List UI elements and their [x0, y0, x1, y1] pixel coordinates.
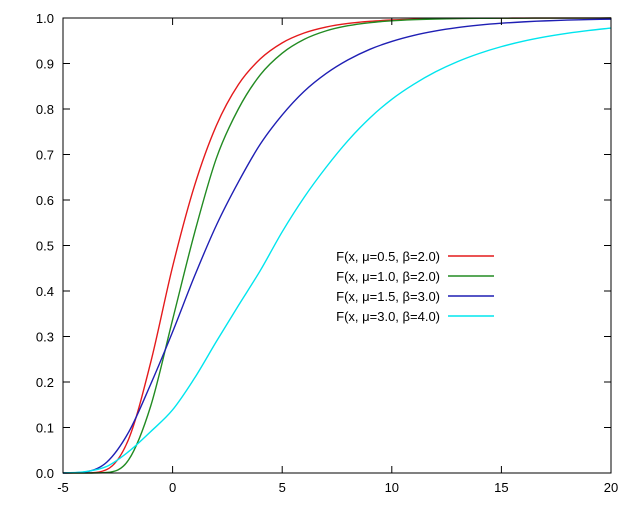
y-tick-label: 0.8 [36, 102, 54, 117]
y-tick-label: 0.6 [36, 193, 54, 208]
y-tick-label: 0.3 [36, 330, 54, 345]
y-tick-label: 0.4 [36, 284, 54, 299]
y-tick-label: 0.1 [36, 421, 54, 436]
legend-label: F(x, μ=1.0, β=2.0) [336, 269, 440, 284]
x-tick-label: 10 [385, 480, 399, 495]
series-line-4 [62, 27, 612, 474]
x-tick-label: 15 [494, 480, 508, 495]
y-tick-label: 0.2 [36, 375, 54, 390]
x-tick-label: 5 [279, 480, 286, 495]
y-tick-label: 0.0 [36, 466, 54, 481]
legend-label: F(x, μ=3.0, β=4.0) [336, 309, 440, 324]
y-tick-label: 0.5 [36, 239, 54, 254]
legend-label: F(x, μ=1.5, β=3.0) [336, 289, 440, 304]
x-tick-label: 0 [169, 480, 176, 495]
x-tick-label: -5 [57, 480, 69, 495]
y-tick-label: 1.0 [36, 11, 54, 26]
axis-ticks [62, 17, 612, 474]
series-line-3 [62, 18, 612, 474]
legend-label: F(x, μ=0.5, β=2.0) [336, 249, 440, 264]
axis-tick-labels: -5 0 5 10 15 20 0.0 0.1 0.2 0.3 0.4 0.5 0.6 0.7 0.8 0.9… [36, 11, 618, 495]
y-tick-label: 0.9 [36, 57, 54, 72]
x-tick-label: 20 [604, 480, 618, 495]
legend: F(x, μ=0.5, β=2.0) F(x, μ=1.0, β=2.0) F(x,… [336, 249, 494, 324]
y-tick-label: 0.7 [36, 148, 54, 163]
